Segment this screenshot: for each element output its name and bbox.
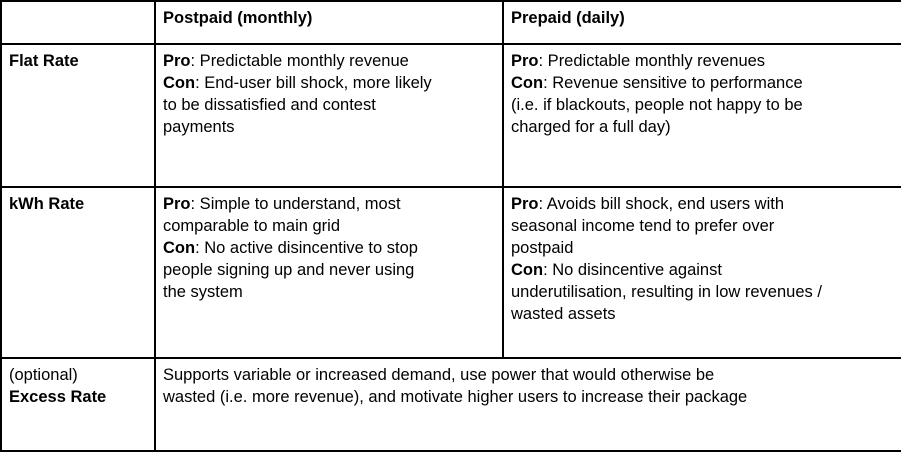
flat-rate-label: Flat Rate [9, 52, 79, 70]
row-kwh-rate: kWh Rate Pro: Simple to understand, most… [0, 186, 901, 359]
pro-label: Pro [511, 195, 539, 213]
con-line: Con: No disincentive against underutilis… [511, 259, 894, 325]
flat-rate-postpaid-cell: Pro: Predictable monthly revenue Con: En… [154, 43, 504, 188]
con-line: Con: End-user bill shock, more likely to… [163, 72, 495, 138]
con-line: Con: Revenue sensitive to performance (i… [511, 72, 894, 138]
pro-line: Pro: Avoids bill shock, end users with s… [511, 193, 894, 259]
pro-text: : Predictable monthly revenues [538, 52, 766, 70]
header-postpaid: Postpaid (monthly) [154, 0, 504, 45]
header-corner-cell [0, 0, 156, 45]
excess-rate-description: Supports variable or increased demand, u… [163, 366, 748, 406]
excess-rate-label: Excess Rate [9, 388, 107, 406]
con-line: Con: No active disincentive to stop peop… [163, 237, 495, 303]
excess-rate-label-prefix: (optional) [9, 366, 78, 384]
con-label: Con [163, 239, 196, 257]
excess-rate-label-cell: (optional) Excess Rate [0, 357, 156, 452]
con-text: : Revenue sensitive to performance (i.e.… [511, 74, 803, 136]
pro-label: Pro [163, 52, 191, 70]
con-label: Con [163, 74, 196, 92]
con-text: : No active disincentive to stop people … [163, 239, 418, 301]
header-row: Postpaid (monthly) Prepaid (daily) [0, 0, 901, 45]
pro-line: Pro: Predictable monthly revenues [511, 50, 894, 72]
pro-text: : Avoids bill shock, end users with seas… [511, 195, 785, 257]
excess-rate-description-cell: Supports variable or increased demand, u… [154, 357, 901, 452]
pro-line: Pro: Predictable monthly revenue [163, 50, 495, 72]
con-text: : End-user bill shock, more likely to be… [163, 74, 432, 136]
pro-label: Pro [163, 195, 191, 213]
con-label: Con [511, 74, 544, 92]
pro-text: : Predictable monthly revenue [190, 52, 409, 70]
flat-rate-label-cell: Flat Rate [0, 43, 156, 188]
kwh-rate-label-cell: kWh Rate [0, 186, 156, 359]
row-excess-rate: (optional) Excess Rate Supports variable… [0, 357, 901, 452]
pro-line: Pro: Simple to understand, most comparab… [163, 193, 495, 237]
pro-text: : Simple to understand, most comparable … [163, 195, 401, 235]
header-prepaid: Prepaid (daily) [502, 0, 901, 45]
row-flat-rate: Flat Rate Pro: Predictable monthly reven… [0, 43, 901, 188]
pro-label: Pro [511, 52, 539, 70]
kwh-rate-prepaid-cell: Pro: Avoids bill shock, end users with s… [502, 186, 901, 359]
kwh-rate-postpaid-cell: Pro: Simple to understand, most comparab… [154, 186, 504, 359]
con-label: Con [511, 261, 544, 279]
con-text: : No disincentive against underutilisati… [511, 261, 822, 323]
kwh-rate-label: kWh Rate [9, 195, 85, 213]
flat-rate-prepaid-cell: Pro: Predictable monthly revenues Con: R… [502, 43, 901, 188]
